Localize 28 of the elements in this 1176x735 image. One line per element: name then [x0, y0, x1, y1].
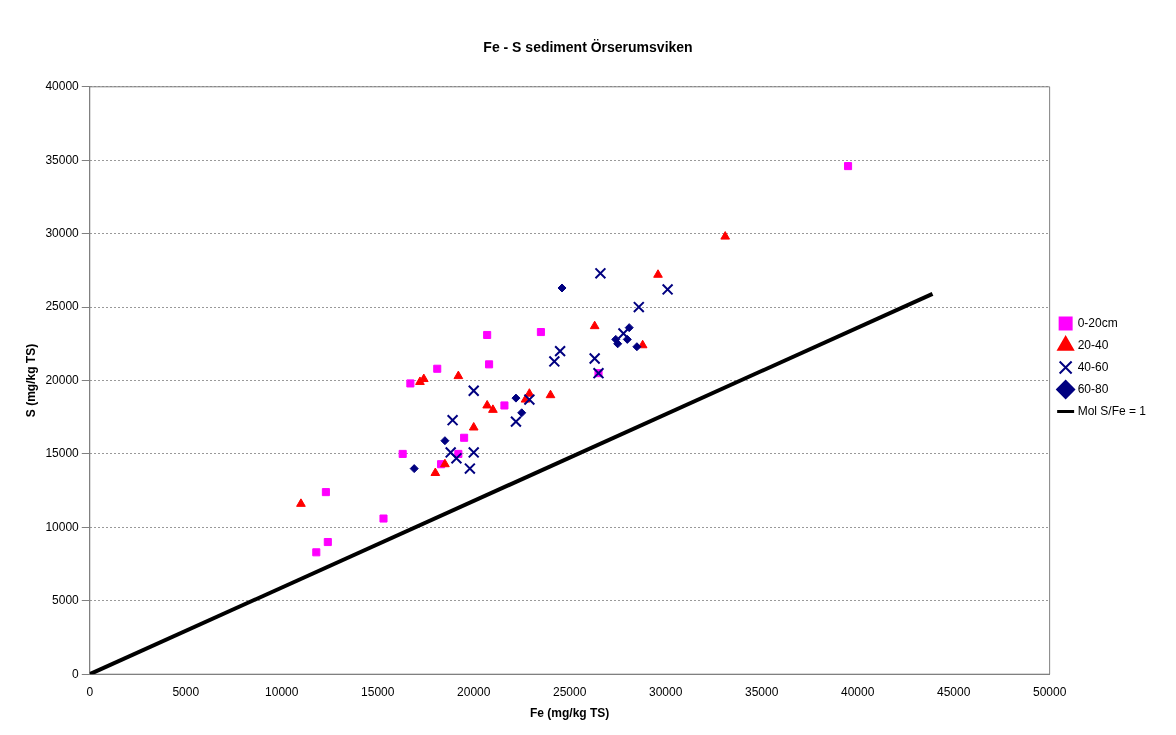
x-tick-label: 50000	[1032, 684, 1067, 699]
y-tick-label: 35000	[45, 152, 80, 167]
y-tick-label: 15000	[45, 446, 80, 461]
x-tick-label: 5000	[172, 684, 200, 699]
y-tick-label: 0	[72, 666, 80, 681]
chart-title: Fe - S sediment Örserumsviken	[483, 39, 693, 56]
legend-label: 0-20cm	[1077, 315, 1118, 330]
legend-label: 40-60	[1077, 359, 1109, 374]
x-tick-label: 20000	[457, 684, 491, 699]
x-axis-title: Fe (mg/kg TS)	[530, 706, 610, 721]
x-tick-label: 30000	[649, 684, 683, 699]
x-tick-label: 0	[86, 684, 94, 699]
x-tick-label: 45000	[936, 684, 971, 699]
y-tick-label: 25000	[45, 299, 80, 314]
legend-label: 20-40	[1077, 337, 1109, 352]
x-tick-label: 40000	[840, 684, 875, 699]
y-tick-label: 30000	[45, 225, 80, 240]
y-tick-label: 20000	[45, 372, 80, 387]
legend-label: Mol S/Fe = 1	[1077, 403, 1147, 418]
x-tick-label: 35000	[744, 684, 779, 699]
x-tick-label: 15000	[361, 684, 395, 699]
legend-label: 60-80	[1077, 381, 1109, 396]
x-tick-label: 25000	[553, 684, 587, 699]
x-tick-label: 10000	[265, 684, 299, 699]
y-tick-label: 10000	[45, 519, 80, 534]
y-axis-title: S (mg/kg TS)	[23, 343, 38, 418]
y-tick-label: 5000	[52, 593, 80, 608]
y-tick-label: 40000	[45, 79, 80, 94]
